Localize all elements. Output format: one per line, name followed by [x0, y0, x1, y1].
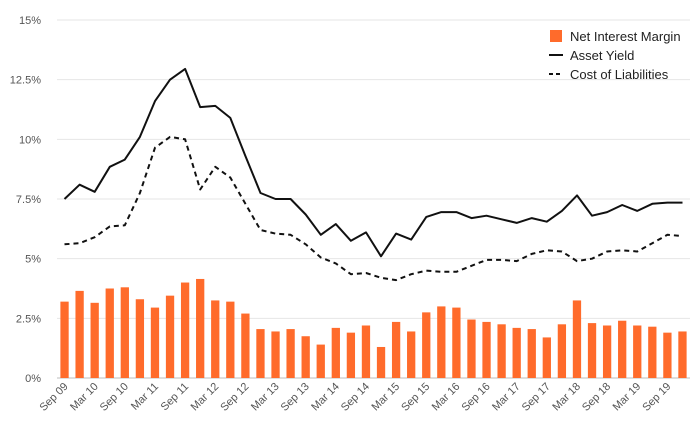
bar	[241, 313, 250, 378]
x-tick-label: Mar 17	[490, 381, 523, 414]
x-tick-label: Mar 11	[129, 381, 161, 413]
x-tick-label: Sep 12	[218, 381, 251, 414]
bar	[437, 306, 446, 378]
x-tick-label: Sep 18	[580, 381, 613, 414]
x-tick-label: Sep 17	[520, 381, 553, 414]
bar	[105, 288, 114, 378]
x-tick-label: Mar 12	[189, 381, 222, 414]
bar	[391, 321, 401, 378]
gridlines	[57, 19, 690, 379]
x-tick-label: Mar 15	[370, 381, 403, 414]
x-tick-label: Mar 19	[611, 381, 644, 414]
x-tick-label: Sep 14	[339, 381, 372, 414]
x-tick-label: Sep 10	[98, 381, 131, 414]
bar	[542, 337, 551, 378]
bar	[316, 344, 325, 378]
bar	[256, 329, 265, 378]
x-tick-label: Sep 15	[399, 381, 432, 414]
bar	[663, 332, 672, 378]
bar	[407, 331, 416, 378]
y-tick-label: 10%	[19, 134, 41, 146]
bar	[346, 332, 356, 378]
y-tick-label: 2.5%	[16, 313, 41, 325]
bar	[211, 300, 220, 378]
x-tick-label: Sep 16	[460, 381, 493, 414]
bar-series-net-interest-margin	[60, 278, 687, 378]
x-tick-label: Sep 09	[38, 381, 71, 414]
line-series	[63, 67, 683, 282]
y-tick-label: 7.5%	[16, 194, 41, 206]
y-tick-label: 15%	[19, 15, 41, 27]
x-tick-label: Mar 13	[249, 381, 282, 414]
bar	[120, 287, 129, 378]
line-asset-yield	[63, 67, 683, 258]
bar	[286, 329, 295, 378]
bar	[422, 312, 431, 378]
y-tick-label: 12.5%	[10, 75, 41, 87]
bar	[587, 323, 597, 378]
bar	[180, 282, 190, 378]
bar	[602, 325, 612, 378]
legend-swatch	[550, 30, 562, 42]
bar	[150, 307, 160, 378]
x-tick-label: Mar 18	[550, 381, 583, 414]
x-tick-label: Sep 13	[279, 381, 312, 414]
bar	[331, 327, 340, 378]
bar	[482, 321, 491, 378]
legend-label: Net Interest Margin	[570, 29, 681, 44]
bar	[678, 331, 687, 378]
bar	[376, 346, 386, 378]
bar	[60, 301, 69, 378]
legend: Net Interest Margin Asset Yield Cost of Li…	[549, 29, 681, 82]
bar	[75, 290, 84, 378]
line-cost-of-liabilities	[64, 135, 683, 282]
legend-label: Asset Yield	[570, 48, 634, 63]
bar	[633, 325, 642, 378]
x-tick-label: Mar 16	[430, 381, 463, 414]
bar	[648, 326, 657, 378]
y-tick-label: 0%	[25, 373, 41, 385]
bar	[226, 301, 235, 378]
bar	[497, 324, 506, 378]
bar	[572, 300, 582, 378]
x-tick-label: Mar 10	[68, 381, 101, 414]
bar	[361, 325, 371, 378]
bar	[90, 302, 99, 378]
x-tick-label: Sep 11	[159, 381, 192, 414]
bar	[452, 307, 461, 378]
y-tick-label: 5%	[25, 254, 41, 266]
bar	[196, 278, 205, 378]
bar	[512, 327, 521, 378]
y-axis-ticks: 0% 2.5% 5% 7.5% 10% 12.5% 15%	[10, 15, 41, 385]
bar	[135, 299, 145, 378]
legend-label: Cost of Liabilities	[570, 67, 669, 82]
bar	[557, 324, 567, 378]
bar	[527, 329, 536, 378]
bar	[271, 331, 280, 378]
bar	[467, 319, 476, 378]
bar	[618, 320, 627, 378]
x-tick-label: Mar 14	[309, 381, 342, 414]
bar	[301, 336, 310, 378]
x-tick-label: Sep 19	[640, 381, 673, 414]
bar	[165, 295, 175, 378]
